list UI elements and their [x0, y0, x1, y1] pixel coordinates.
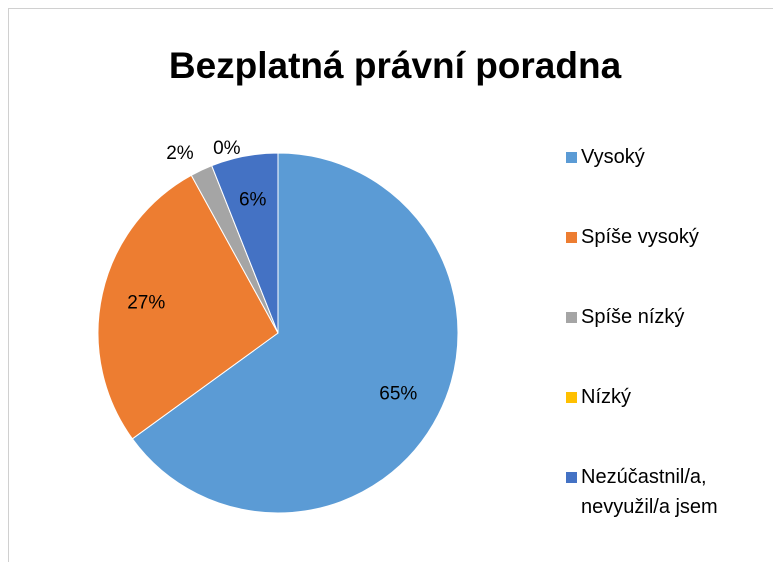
- data-label: 27%: [127, 293, 165, 314]
- legend-swatch: [566, 152, 577, 163]
- legend-swatch: [566, 472, 577, 483]
- pie-slice: [97, 174, 279, 440]
- legend-label: Nízký: [581, 386, 631, 408]
- legend-swatch: [566, 312, 577, 323]
- legend-label: Spíše nízký: [581, 306, 685, 328]
- pie-slice: [211, 152, 279, 334]
- legend-item: Vysoký: [566, 142, 766, 172]
- chart-title: Bezplatná právní poradna: [169, 45, 622, 86]
- legend-item: Spíše nízký: [566, 302, 766, 332]
- legend-item: Nízký: [566, 382, 766, 412]
- chart-border: [8, 8, 773, 562]
- legend-label: Spíše vysoký: [581, 226, 699, 248]
- legend-item: Nezúčastnil/a, nevyužil/a jsem: [566, 462, 766, 522]
- legend-label: Nezúčastnil/a, nevyužil/a jsem: [581, 466, 718, 518]
- legend-item: Spíše vysoký: [566, 222, 766, 252]
- data-label: 2%: [166, 143, 194, 164]
- pie-slice: [131, 152, 459, 514]
- legend-swatch: [566, 392, 577, 403]
- data-label: 65%: [379, 383, 417, 404]
- data-label: 0%: [213, 138, 241, 159]
- legend-label: Vysoký: [581, 146, 645, 168]
- legend-swatch: [566, 232, 577, 243]
- data-label: 6%: [239, 189, 267, 210]
